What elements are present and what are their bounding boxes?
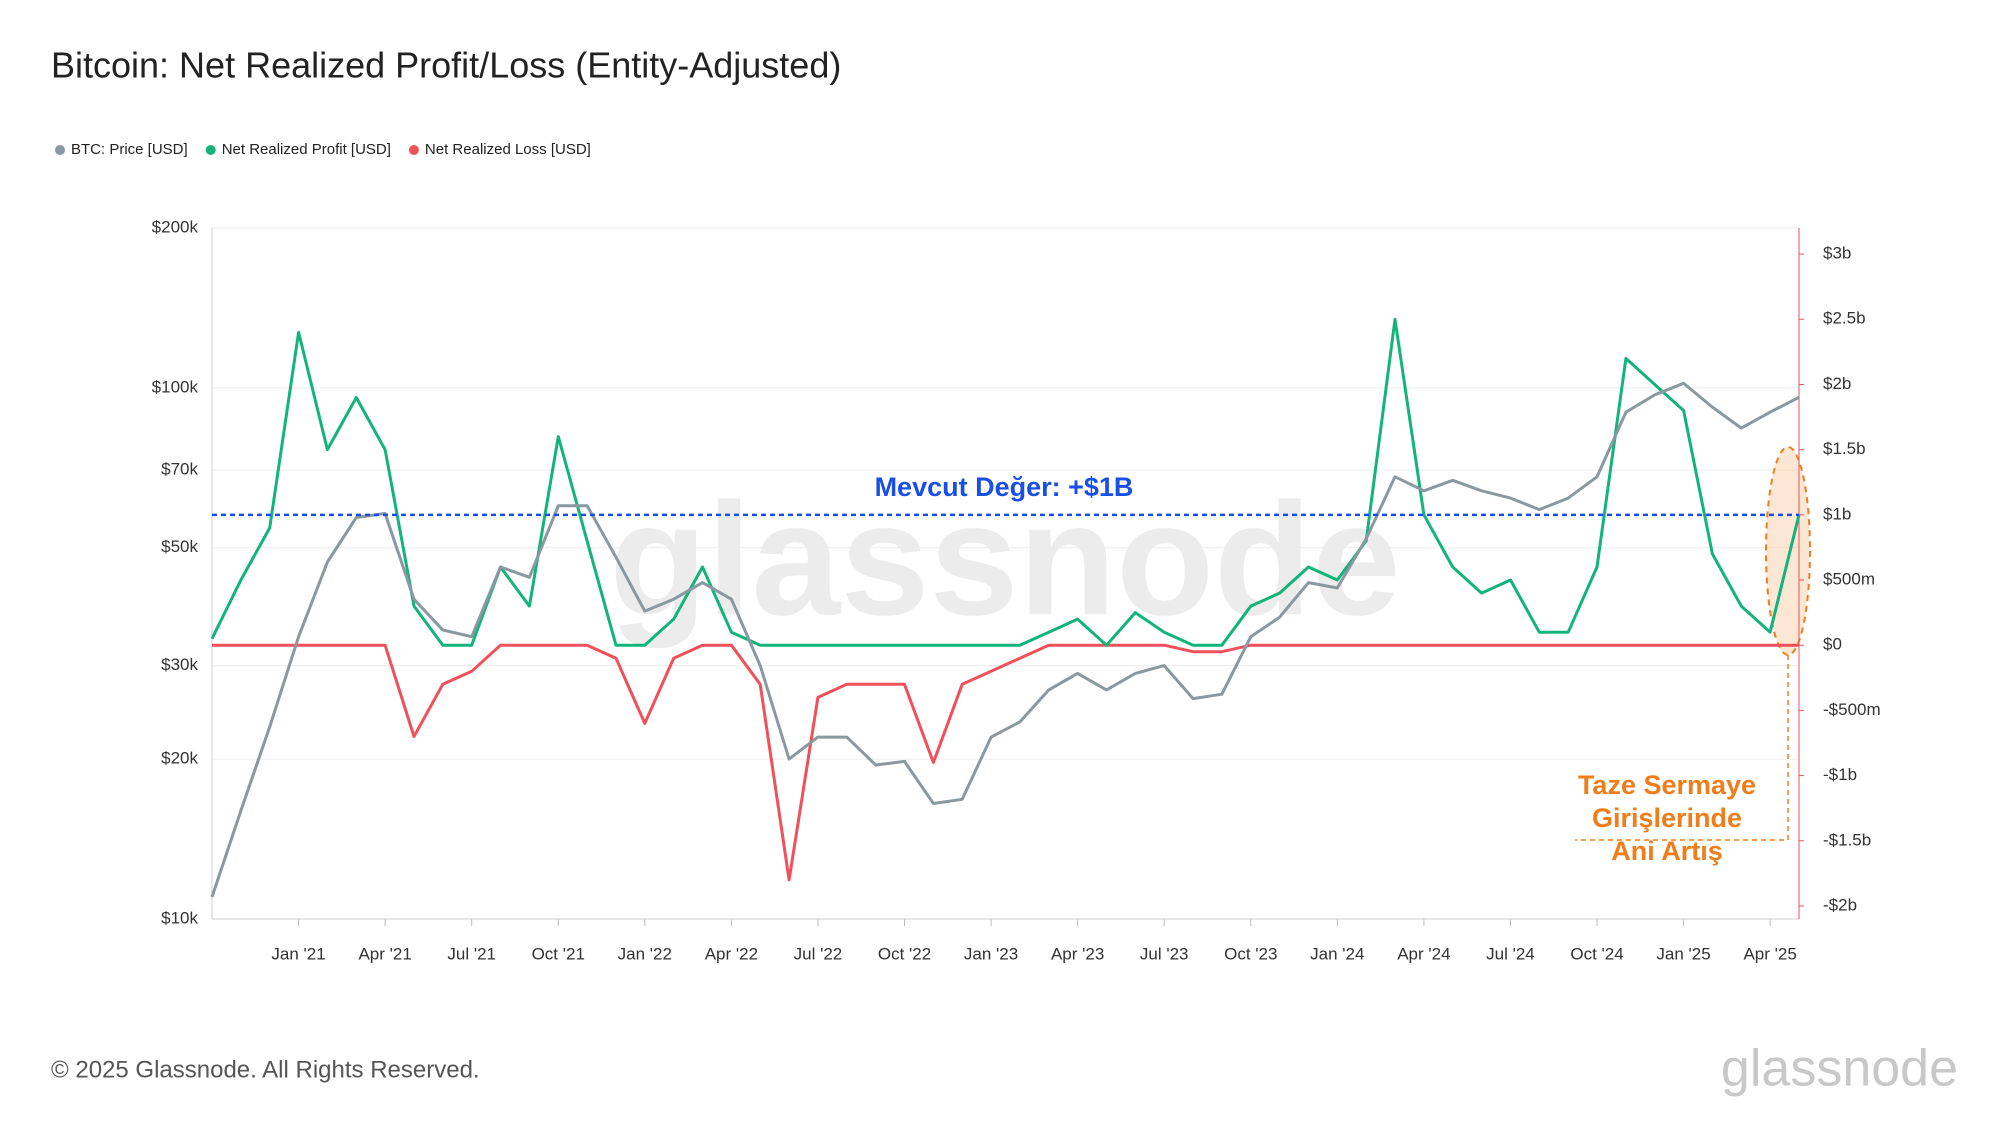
y2-tick-label: $1.5b: [1823, 439, 1866, 458]
y-tick-label: $50k: [161, 537, 198, 556]
y-tick-label: $70k: [161, 460, 198, 479]
y-tick-label: $10k: [161, 908, 198, 927]
y-tick-label: $20k: [161, 749, 198, 768]
x-tick-label: Jan '22: [618, 944, 672, 963]
x-tick-label: Oct '23: [1224, 944, 1277, 963]
x-tick-label: Apr '21: [358, 944, 411, 963]
x-tick-label: Oct '21: [532, 944, 585, 963]
y-tick-label: $100k: [152, 377, 199, 396]
chart-title: Bitcoin: Net Realized Profit/Loss (Entit…: [51, 45, 841, 86]
series-line: [210, 381, 1800, 898]
series-line: [210, 317, 1801, 647]
x-tick-label: Jul '21: [447, 944, 496, 963]
y2-tick-label: $500m: [1823, 570, 1875, 589]
legend-marker: [55, 145, 65, 155]
x-tick-label: Jan '21: [271, 944, 325, 963]
y2-tick-label: -$1.5b: [1823, 830, 1871, 849]
x-tick-label: Apr '23: [1051, 944, 1104, 963]
x-tick-label: Jan '23: [964, 944, 1018, 963]
footer: © 2025 Glassnode. All Rights Reserved.: [51, 1056, 480, 1083]
x-tick-label: Jul '24: [1486, 944, 1535, 963]
y2-tick-label: $2b: [1823, 374, 1851, 393]
series-line: [212, 643, 1799, 882]
callout-text: Girişlerinde: [1592, 803, 1742, 833]
y2-tick-label: $0: [1823, 635, 1842, 654]
y-tick-label: $200k: [152, 217, 199, 236]
callout-leader: [1575, 655, 1789, 841]
legend-marker: [205, 145, 216, 155]
reference-label: Mevcut Değer: +$1B: [875, 472, 1134, 502]
y2-tick-label: -$1b: [1823, 765, 1857, 784]
legend-label: Net Realized Loss [USD]: [425, 141, 591, 158]
legend-marker: [408, 145, 419, 155]
y-tick-label: $30k: [161, 655, 198, 674]
y2-tick-label: $2.5b: [1823, 309, 1866, 328]
y2-tick-label: $1b: [1823, 504, 1851, 523]
logo: glassnode: [1721, 1040, 1958, 1098]
y2-tick-label: $3b: [1823, 244, 1851, 263]
legend-label: Net Realized Profit [USD]: [222, 141, 391, 158]
x-tick-label: Apr '24: [1397, 944, 1450, 963]
callout-text: Ani Artış: [1611, 836, 1723, 866]
x-tick-label: Apr '25: [1743, 944, 1796, 963]
legend-label: BTC: Price [USD]: [71, 141, 188, 158]
x-tick-label: Jan '24: [1310, 944, 1364, 963]
x-tick-label: Apr '22: [705, 944, 758, 963]
x-tick-label: Jul '22: [794, 944, 843, 963]
callout-text: Taze Sermaye: [1578, 770, 1756, 800]
x-tick-label: Jan '25: [1656, 944, 1710, 963]
y2-tick-label: -$500m: [1823, 700, 1881, 719]
x-tick-label: Jul '23: [1140, 944, 1189, 963]
x-tick-label: Oct '22: [878, 944, 931, 963]
y2-tick-label: -$2b: [1823, 895, 1857, 914]
x-tick-label: Oct '24: [1570, 944, 1623, 963]
